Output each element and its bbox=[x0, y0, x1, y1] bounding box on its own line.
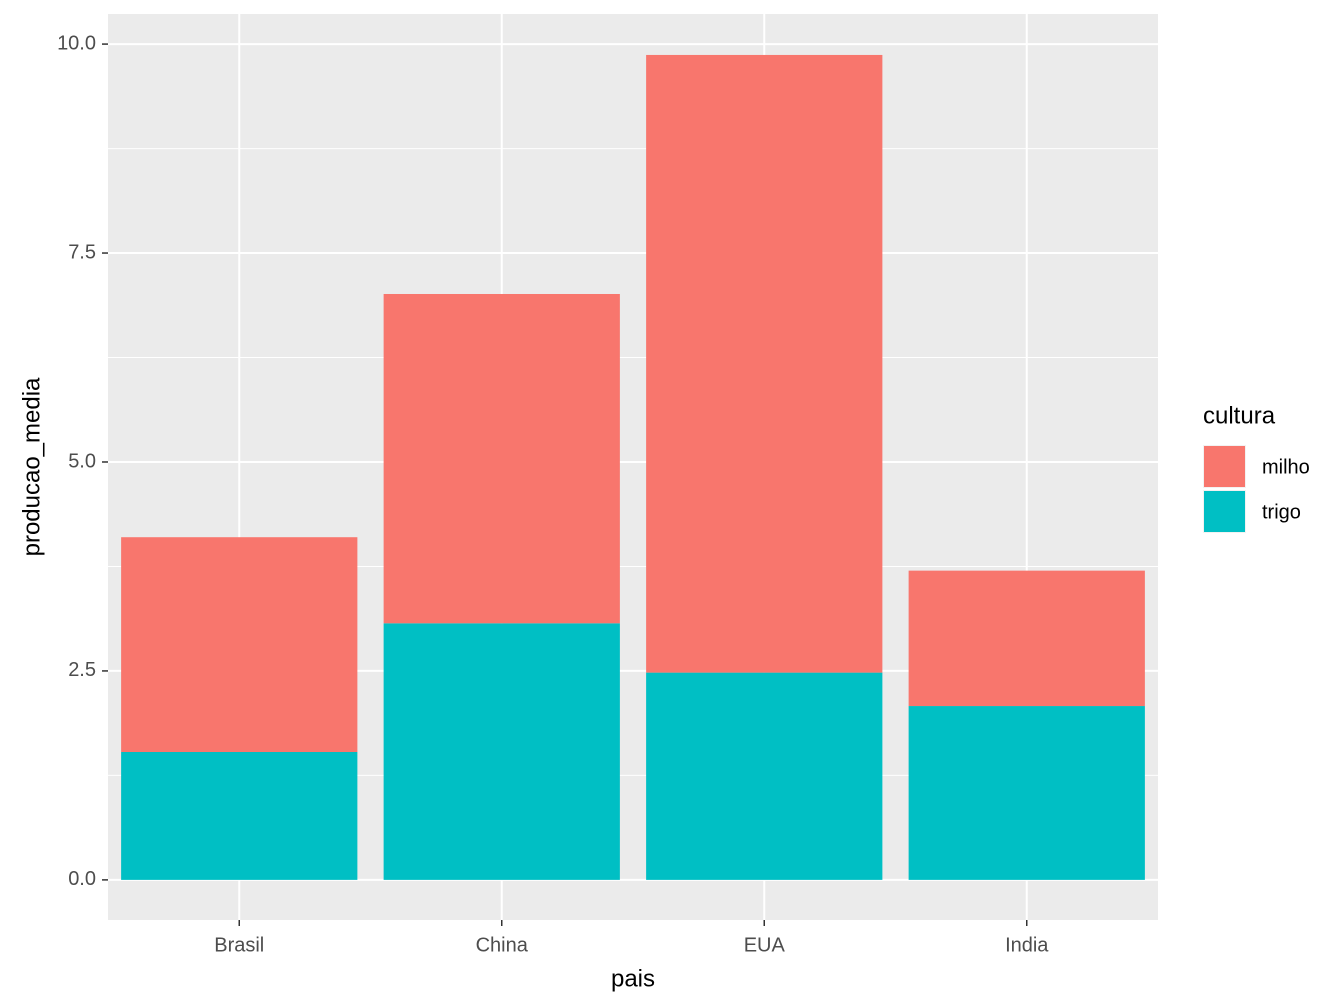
bar-segment bbox=[908, 570, 1145, 707]
bar-segment bbox=[646, 54, 883, 673]
x-axis-title: pais bbox=[611, 965, 655, 992]
y-tick-label: 7.5 bbox=[68, 241, 96, 263]
y-tick-label: 2.5 bbox=[68, 659, 96, 681]
x-tick-label: Brasil bbox=[214, 934, 264, 956]
bar-segment bbox=[121, 752, 358, 880]
x-tick-label: China bbox=[476, 934, 529, 956]
legend-title: cultura bbox=[1203, 402, 1276, 429]
bar-segment bbox=[908, 706, 1145, 880]
legend-label: trigo bbox=[1262, 501, 1301, 523]
legend-swatch bbox=[1204, 446, 1245, 487]
x-tick-label: India bbox=[1005, 934, 1049, 956]
y-axis-title: producao_media bbox=[18, 377, 45, 556]
bar-segment bbox=[646, 672, 883, 880]
y-tick-label: 10.0 bbox=[57, 32, 96, 54]
y-tick-label: 0.0 bbox=[68, 868, 96, 890]
bar-segment bbox=[121, 537, 358, 753]
bar-segment bbox=[383, 623, 620, 880]
legend-swatch bbox=[1204, 491, 1245, 532]
bar-segment bbox=[383, 293, 620, 624]
y-tick-label: 5.0 bbox=[68, 450, 96, 472]
x-tick-label: EUA bbox=[744, 934, 786, 956]
legend-label: milho bbox=[1262, 456, 1310, 478]
